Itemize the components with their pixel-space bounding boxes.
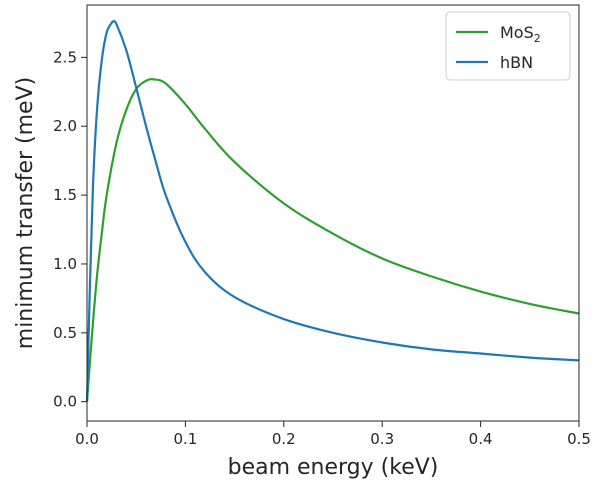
legend-label: MoS2: [500, 23, 541, 45]
series-layer: [85, 20, 580, 402]
x-axis-ticks: 0.0 0.1 0.2 0.3 0.4 0.5: [75, 421, 591, 448]
legend: MoS2 hBN: [445, 11, 571, 81]
x-tick-label: 0.4: [469, 430, 493, 448]
series-line-mos: [85, 78, 580, 402]
x-tick-label: 0.1: [173, 430, 197, 448]
y-tick-label: 0.0: [53, 393, 77, 411]
y-tick-label: 0.5: [53, 324, 77, 342]
plot-frame: [86, 4, 580, 422]
y-tick-label: 1.0: [53, 255, 77, 273]
x-tick-label: 0.2: [272, 430, 296, 448]
x-axis-label: beam energy (keV): [228, 455, 439, 480]
y-tick-label: 1.5: [53, 186, 77, 204]
x-tick-label: 0.5: [567, 430, 591, 448]
x-tick-label: 0.0: [75, 430, 99, 448]
y-tick-label: 2.0: [53, 117, 77, 135]
legend-label: hBN: [500, 53, 533, 72]
x-tick-label: 0.3: [370, 430, 394, 448]
y-axis-label: minimum transfer (meV): [13, 77, 38, 349]
y-axis-ticks: 0.0 0.5 1.0 1.5 2.0 2.5: [53, 48, 87, 411]
y-tick-label: 2.5: [53, 48, 77, 66]
series-line-hbn: [85, 20, 580, 402]
